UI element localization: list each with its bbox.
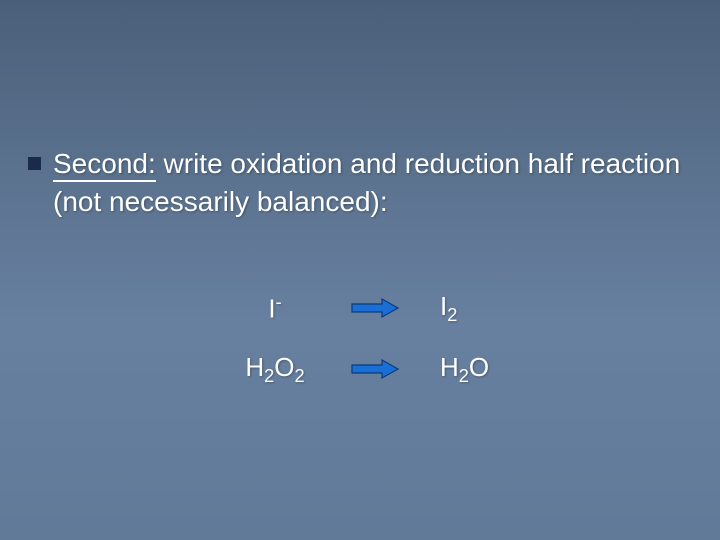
arrow-1 [345, 297, 405, 319]
reaction-row-2: H2O2 H2O [205, 352, 545, 387]
arrow-right-icon [350, 358, 400, 380]
arrow-right-icon [350, 297, 400, 319]
bullet-text: Second: write oxidation and reduction ha… [53, 145, 700, 221]
reactions-container: I- I2 H2O2 H2O [0, 291, 720, 387]
reactant-2-base: H [245, 352, 264, 382]
reactant-2: H2O2 [205, 352, 345, 387]
reactant-1: I- [205, 292, 345, 325]
reactant-1-sup: - [276, 292, 282, 312]
slide-container: Second: write oxidation and reduction ha… [0, 0, 720, 540]
reactant-2-sub: 2 [264, 366, 274, 386]
product-1: I2 [405, 291, 545, 326]
bullet-prefix: Second: [53, 148, 156, 182]
bullet-square-icon [28, 157, 41, 170]
arrow-2 [345, 358, 405, 380]
reactant-1-base: I [268, 294, 275, 324]
bullet-item: Second: write oxidation and reduction ha… [0, 145, 720, 221]
product-2: H2O [405, 352, 545, 387]
product-2-mid: O [469, 352, 489, 382]
product-2-base: H [440, 352, 459, 382]
reactant-2-sub2: 2 [295, 366, 305, 386]
reaction-row-1: I- I2 [205, 291, 545, 326]
reactant-2-mid: O [274, 352, 294, 382]
product-1-sub: 2 [447, 305, 457, 325]
product-2-sub: 2 [459, 366, 469, 386]
